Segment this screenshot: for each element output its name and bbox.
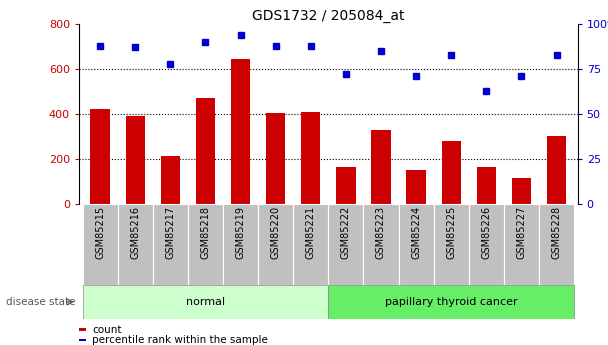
- Bar: [434, 204, 469, 285]
- Bar: [196, 98, 215, 204]
- Bar: [364, 204, 398, 285]
- Bar: [266, 113, 285, 204]
- Bar: [406, 170, 426, 204]
- Text: papillary thyroid cancer: papillary thyroid cancer: [385, 297, 517, 307]
- Text: GSM85228: GSM85228: [551, 206, 562, 259]
- Text: normal: normal: [186, 297, 225, 307]
- Bar: [371, 129, 391, 204]
- Bar: [477, 167, 496, 204]
- Bar: [258, 204, 293, 285]
- Text: GSM85216: GSM85216: [130, 206, 140, 259]
- Bar: [153, 204, 188, 285]
- Bar: [126, 116, 145, 204]
- Text: GSM85218: GSM85218: [201, 206, 210, 259]
- Bar: [336, 167, 356, 204]
- Text: GSM85221: GSM85221: [306, 206, 316, 259]
- Text: GSM85225: GSM85225: [446, 206, 456, 259]
- Text: percentile rank within the sample: percentile rank within the sample: [92, 335, 268, 345]
- Bar: [118, 204, 153, 285]
- Bar: [398, 204, 434, 285]
- Bar: [328, 285, 574, 319]
- Bar: [188, 204, 223, 285]
- Bar: [91, 109, 110, 204]
- Bar: [328, 204, 364, 285]
- Bar: [301, 112, 320, 204]
- Bar: [547, 136, 566, 204]
- Text: GSM85219: GSM85219: [235, 206, 246, 259]
- Bar: [83, 204, 118, 285]
- Text: GSM85223: GSM85223: [376, 206, 386, 259]
- Text: count: count: [92, 325, 122, 335]
- Text: disease state: disease state: [6, 297, 75, 307]
- Text: GSM85222: GSM85222: [341, 206, 351, 259]
- Title: GDS1732 / 205084_at: GDS1732 / 205084_at: [252, 9, 404, 23]
- Bar: [79, 328, 86, 331]
- Text: GSM85215: GSM85215: [95, 206, 105, 259]
- Bar: [512, 178, 531, 204]
- Text: GSM85224: GSM85224: [411, 206, 421, 259]
- Text: GSM85217: GSM85217: [165, 206, 175, 259]
- Bar: [83, 285, 328, 319]
- Bar: [469, 204, 504, 285]
- Bar: [504, 204, 539, 285]
- Bar: [231, 59, 250, 204]
- Bar: [79, 339, 86, 341]
- Text: GSM85227: GSM85227: [516, 206, 527, 259]
- Bar: [441, 141, 461, 204]
- Bar: [223, 204, 258, 285]
- Text: GSM85226: GSM85226: [482, 206, 491, 259]
- Bar: [161, 156, 180, 204]
- Bar: [539, 204, 574, 285]
- Bar: [293, 204, 328, 285]
- Text: GSM85220: GSM85220: [271, 206, 281, 259]
